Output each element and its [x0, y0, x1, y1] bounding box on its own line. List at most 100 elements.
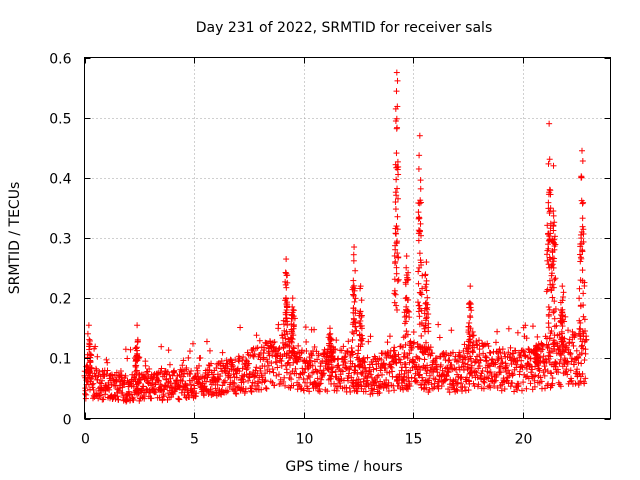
data-point — [354, 388, 361, 395]
data-point — [253, 332, 260, 339]
data-point — [236, 368, 243, 375]
data-point — [400, 334, 407, 341]
data-point — [449, 349, 456, 356]
data-point — [564, 360, 571, 367]
data-point — [389, 373, 396, 380]
data-point — [360, 355, 367, 362]
data-point — [262, 384, 269, 391]
data-point — [447, 376, 454, 383]
data-point — [103, 356, 110, 363]
data-point — [429, 350, 436, 357]
data-point — [133, 356, 140, 363]
data-point — [577, 254, 584, 261]
data-point — [283, 272, 290, 279]
data-point — [418, 291, 425, 298]
data-point — [392, 291, 399, 298]
data-point — [548, 262, 555, 269]
data-point — [308, 352, 315, 359]
data-point — [544, 222, 551, 229]
data-point — [395, 195, 402, 202]
data-point — [531, 377, 538, 384]
data-point — [296, 374, 303, 381]
data-point — [552, 359, 559, 366]
data-point — [86, 359, 93, 366]
data-point — [402, 333, 409, 340]
data-point — [349, 286, 356, 293]
data-point — [122, 372, 129, 379]
data-point — [469, 348, 476, 355]
data-point — [415, 165, 422, 172]
data-point — [251, 373, 258, 380]
data-point — [394, 238, 401, 245]
data-point — [406, 383, 413, 390]
data-point — [513, 361, 520, 368]
data-point — [394, 213, 401, 220]
data-point — [166, 361, 173, 368]
data-point — [161, 386, 168, 393]
data-point — [416, 215, 423, 222]
data-point — [393, 176, 400, 183]
data-point — [222, 377, 229, 384]
data-point — [117, 368, 124, 375]
data-point — [545, 324, 552, 331]
data-point — [96, 368, 103, 375]
data-point — [462, 387, 469, 394]
data-point — [581, 282, 588, 289]
data-point — [393, 192, 400, 199]
data-point — [461, 341, 468, 348]
data-point — [273, 359, 280, 366]
data-point — [465, 356, 472, 363]
data-point — [96, 392, 103, 399]
data-point — [217, 373, 224, 380]
data-point — [415, 237, 422, 244]
data-point — [289, 330, 296, 337]
data-point — [416, 355, 423, 362]
data-point — [562, 346, 569, 353]
data-point — [179, 378, 186, 385]
data-point — [433, 355, 440, 362]
data-point — [276, 371, 283, 378]
data-point — [408, 374, 415, 381]
data-point — [403, 253, 410, 260]
data-point — [358, 337, 365, 344]
data-point — [575, 359, 582, 366]
data-point — [540, 343, 547, 350]
data-point — [82, 390, 89, 397]
data-point — [248, 387, 255, 394]
data-point — [583, 336, 590, 343]
data-point — [471, 344, 478, 351]
data-point — [365, 380, 372, 387]
data-point — [546, 186, 553, 193]
data-point — [243, 357, 250, 364]
data-point — [547, 369, 554, 376]
data-point — [582, 375, 589, 382]
data-point — [416, 321, 423, 328]
data-point — [233, 374, 240, 381]
data-point — [551, 323, 558, 330]
data-point — [227, 374, 234, 381]
data-point — [391, 290, 398, 297]
data-point — [415, 302, 422, 309]
data-point — [579, 370, 586, 377]
data-point — [579, 147, 586, 154]
data-point — [410, 329, 417, 336]
chart-title: Day 231 of 2022, SRMTID for receiver sal… — [196, 20, 492, 36]
data-point — [361, 359, 368, 366]
data-point — [269, 366, 276, 373]
data-point — [351, 316, 358, 323]
data-point — [94, 376, 101, 383]
data-point — [532, 372, 539, 379]
data-point — [550, 162, 557, 169]
data-point — [309, 362, 316, 369]
data-point — [551, 255, 558, 262]
data-point — [403, 264, 410, 271]
data-point — [417, 185, 424, 192]
y-tick-label: 0.6 — [49, 52, 71, 68]
data-point — [560, 293, 567, 300]
data-point — [186, 348, 193, 355]
data-point — [465, 327, 472, 334]
data-point — [359, 369, 366, 376]
data-point — [316, 388, 323, 395]
data-point — [494, 357, 501, 364]
data-point — [352, 267, 359, 274]
